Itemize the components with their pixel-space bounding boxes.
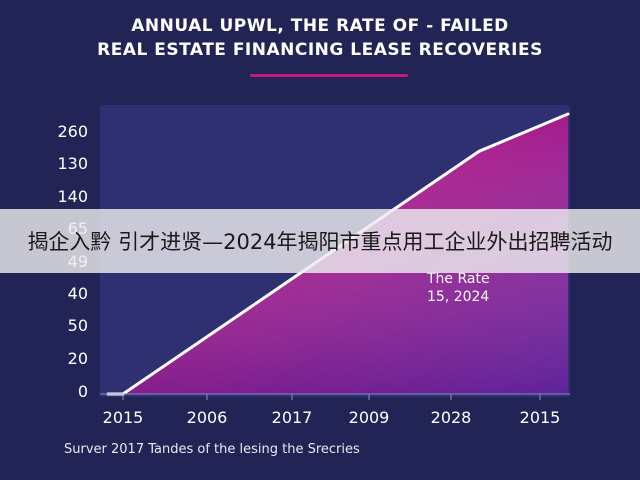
chart-title-line-1: ANNUAL UPWL, THE RATE OF - FAILED	[131, 16, 509, 36]
annotation-line-2: 15, 2024	[427, 289, 489, 305]
x-tick-label: 2028	[431, 408, 472, 427]
source-note: Surver 2017 Tandes of the lesing the Sre…	[64, 442, 360, 457]
title-underline	[250, 74, 408, 77]
y-tick-label: 130	[57, 154, 88, 173]
overlay-banner: 揭企入黔 引才进贤—2024年揭阳市重点用工企业外出招聘活动	[0, 209, 640, 273]
chart-title-line-2: REAL ESTATE FINANCING LEASE RECOVERIES	[97, 40, 543, 60]
x-tick-label: 2009	[349, 408, 390, 427]
y-tick-label: 40	[68, 284, 88, 303]
y-tick-label: 140	[57, 187, 88, 206]
annotation-line-1: The Rate	[426, 271, 490, 287]
x-tick-label: 2006	[187, 408, 228, 427]
y-tick-label: 260	[57, 122, 88, 141]
y-tick-label: 20	[68, 349, 88, 368]
x-tick-label: 2015	[520, 408, 561, 427]
y-tick-label: 50	[68, 316, 88, 335]
x-tick-label: 2017	[272, 408, 313, 427]
y-tick-label: 0	[78, 382, 88, 401]
x-tick-label: 2015	[103, 408, 144, 427]
chart-title: ANNUAL UPWL, THE RATE OF - FAILED REAL E…	[0, 14, 640, 62]
x-axis: 2015 2006 2017 2009 2028 2015	[103, 394, 561, 427]
